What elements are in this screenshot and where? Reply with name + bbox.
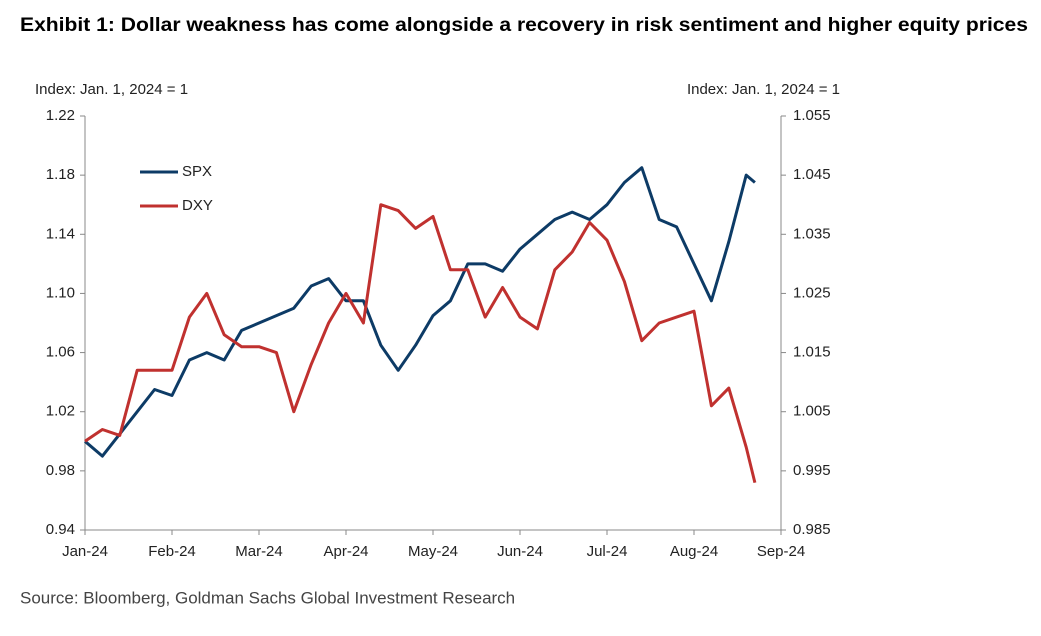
x-tick-label: May-24 [408, 543, 458, 560]
y2-tick-label: 1.015 [793, 344, 831, 361]
x-tick-label: Jul-24 [587, 543, 628, 560]
legend-label: DXY [182, 197, 213, 214]
y2-tick-label: 0.985 [793, 521, 831, 538]
x-tick-label: Aug-24 [670, 543, 718, 560]
x-tick-label: Apr-24 [323, 543, 368, 560]
x-tick-label: Jan-24 [62, 543, 108, 560]
y2-tick-label: 1.045 [793, 166, 831, 183]
y2-tick-label: 1.055 [793, 107, 831, 124]
y-axis-label: Index: Jan. 1, 2024 = 1 [35, 81, 188, 98]
y-tick-label: 1.14 [46, 225, 75, 242]
y-tick-label: 1.02 [46, 403, 75, 420]
y-tick-label: 0.94 [46, 521, 75, 538]
y-tick-label: 1.10 [46, 284, 75, 301]
y-tick-label: 1.18 [46, 166, 75, 183]
y2-axis-label: Index: Jan. 1, 2024 = 1 [687, 81, 840, 98]
y-tick-label: 0.98 [46, 462, 75, 479]
y2-tick-label: 1.005 [793, 403, 831, 420]
x-tick-label: Feb-24 [148, 543, 196, 560]
y-tick-label: 1.22 [46, 107, 75, 124]
series-line [84, 166, 756, 458]
x-tick-label: Jun-24 [497, 543, 543, 560]
chart-title: Exhibit 1: Dollar weakness has come alon… [20, 14, 1028, 36]
y2-tick-label: 0.995 [793, 462, 831, 479]
x-tick-label: Sep-24 [757, 543, 805, 560]
y2-tick-label: 1.035 [793, 225, 831, 242]
legend-label: SPX [182, 163, 212, 180]
x-tick-label: Mar-24 [235, 543, 283, 560]
source: Source: Bloomberg, Goldman Sachs Global … [20, 588, 515, 607]
series-line [84, 203, 757, 484]
y-tick-label: 1.06 [46, 344, 75, 361]
y2-tick-label: 1.025 [793, 284, 831, 301]
